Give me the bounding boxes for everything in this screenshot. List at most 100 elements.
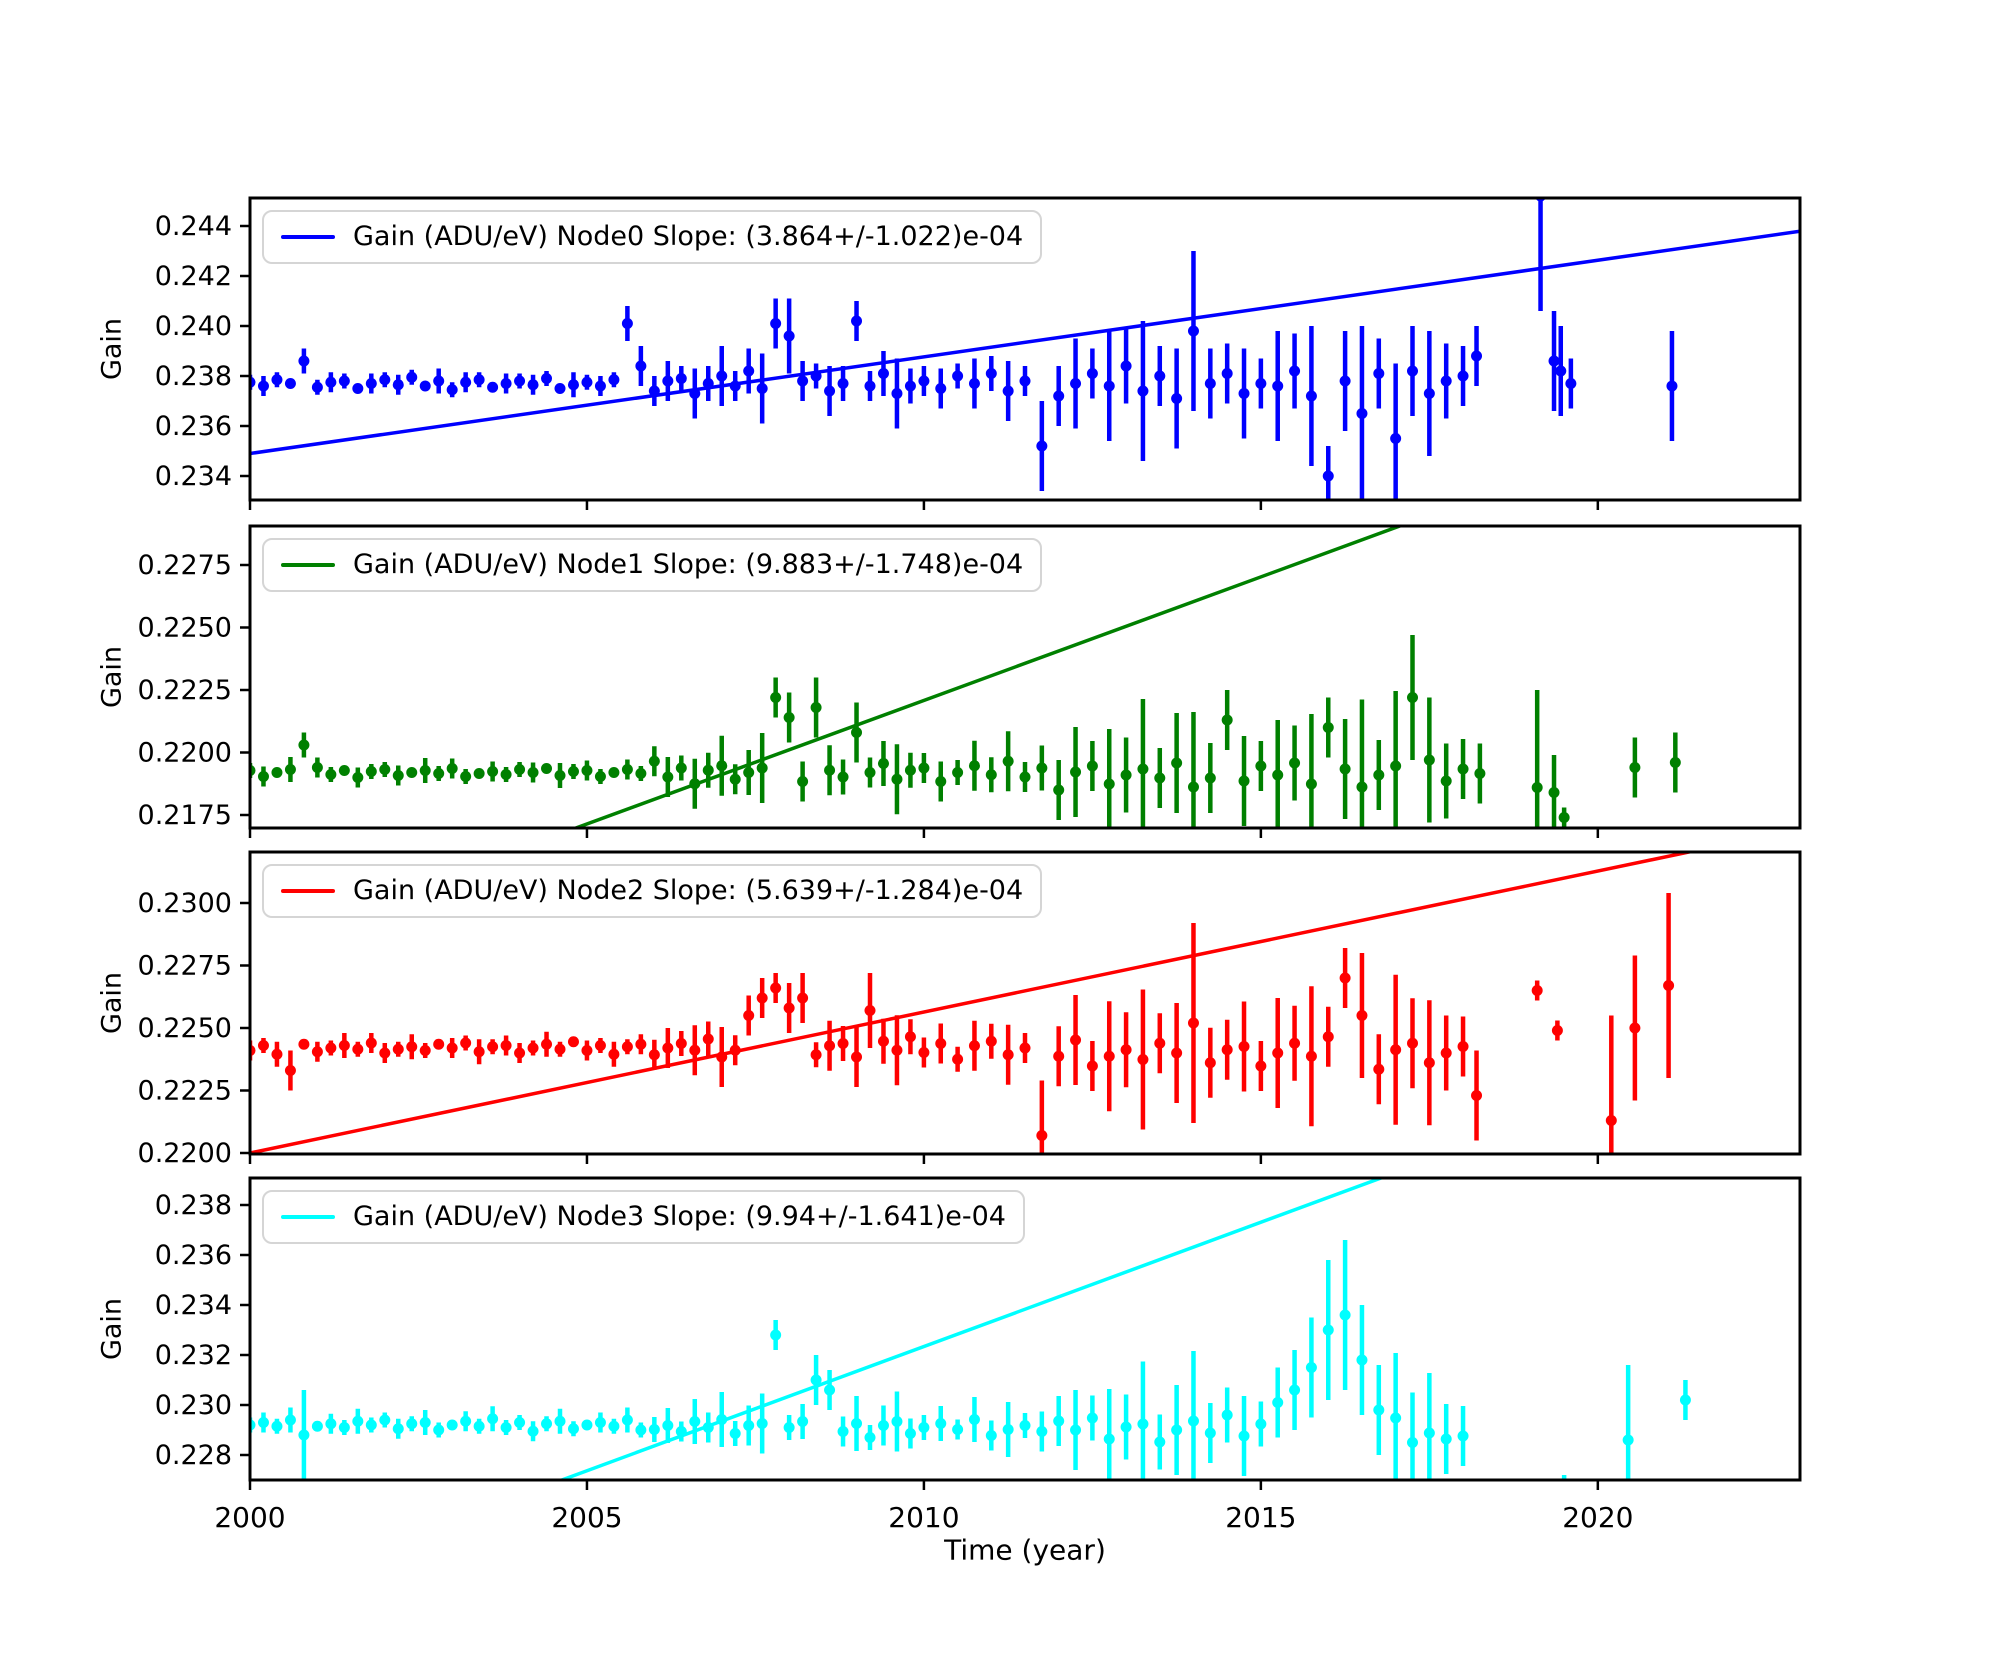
panel-border-node1 [248, 524, 1802, 830]
data-point [968, 760, 980, 772]
data-point [1679, 1394, 1691, 1406]
data-point [864, 1005, 876, 1016]
data-point [729, 773, 741, 785]
data-point [621, 318, 633, 329]
data-point [918, 1422, 930, 1433]
data-point [635, 360, 647, 372]
data-point [1551, 1025, 1563, 1036]
data-point [379, 1414, 391, 1426]
data-point [1036, 440, 1048, 452]
data-point [1531, 782, 1543, 793]
data-point [877, 1035, 889, 1047]
data-point [473, 374, 485, 386]
data-point [338, 765, 350, 776]
data-point [864, 1432, 876, 1443]
data-point [1289, 1384, 1301, 1396]
data-point [797, 1416, 809, 1427]
data-point [1204, 772, 1216, 784]
data-point [783, 712, 795, 723]
data-point [702, 1033, 714, 1045]
data-point [514, 1417, 526, 1428]
data-point [756, 992, 768, 1004]
data-point [1605, 1115, 1617, 1126]
x-axis-label: Time (year) [944, 1533, 1106, 1567]
data-point [1272, 1397, 1284, 1408]
data-point [1305, 390, 1317, 402]
y-tick-label: 0.228 [155, 1440, 232, 1471]
data-point [311, 1046, 323, 1058]
data-point [1339, 763, 1351, 775]
panel-data-node3 [250, 1178, 1691, 1480]
data-point [1440, 375, 1452, 387]
data-point [1154, 1037, 1166, 1049]
y-tick-label: 0.240 [155, 311, 232, 342]
data-point [1053, 390, 1065, 402]
data-point [783, 330, 795, 342]
y-tick-label: 0.232 [155, 1340, 232, 1371]
data-point [500, 769, 512, 780]
data-point [1002, 755, 1014, 767]
data-point [1086, 1060, 1098, 1072]
data-point [338, 1040, 350, 1051]
data-point [514, 1047, 526, 1059]
data-point [1305, 1362, 1317, 1373]
data-point [541, 1418, 553, 1430]
legend-label-node0: Gain (ADU/eV) Node0 Slope: (3.864+/-1.02… [353, 221, 1024, 252]
data-point [298, 739, 310, 751]
data-point [1255, 1418, 1267, 1430]
data-point [824, 1040, 836, 1052]
legend-line-icon [281, 562, 335, 567]
y-tick-label: 0.2200 [138, 1138, 232, 1169]
data-point [837, 378, 849, 389]
panel-border-node2 [248, 850, 1802, 1156]
data-point [1221, 1409, 1233, 1421]
data-point [824, 1384, 836, 1396]
data-point [406, 1041, 418, 1053]
data-point [877, 758, 889, 769]
data-point [271, 1420, 283, 1432]
data-point [311, 762, 323, 773]
data-point [365, 1037, 377, 1049]
data-point [1558, 812, 1570, 823]
data-point [406, 1418, 418, 1430]
x-tick-label: 2010 [888, 1501, 959, 1534]
data-point [365, 378, 377, 389]
y-axis-label-node1: Gain [96, 645, 128, 709]
data-point [635, 768, 647, 779]
y-tick-label: 0.2250 [138, 1013, 232, 1044]
data-point [783, 1422, 795, 1433]
data-point [419, 1045, 431, 1056]
legend-label-node3: Gain (ADU/eV) Node3 Slope: (9.94+/-1.641… [353, 1201, 1006, 1232]
data-point [460, 1037, 472, 1049]
data-point [756, 1418, 768, 1429]
legend-node1: Gain (ADU/eV) Node1 Slope: (9.883+/-1.74… [262, 538, 1043, 592]
data-point [648, 385, 660, 397]
data-point [985, 1035, 997, 1047]
data-point [729, 380, 741, 392]
data-point [968, 1414, 980, 1425]
data-point [1019, 375, 1031, 387]
data-point [904, 1428, 916, 1439]
data-point [433, 768, 445, 779]
data-point [527, 1425, 539, 1437]
data-point [675, 373, 687, 384]
data-point [1019, 1042, 1031, 1054]
fit-line-node1 [570, 526, 1405, 828]
data-point [392, 1423, 404, 1435]
data-point [1373, 1404, 1385, 1416]
data-point [473, 1046, 485, 1058]
data-point [352, 383, 364, 394]
data-point [1423, 1057, 1435, 1069]
data-point [904, 1031, 916, 1043]
data-point [648, 1424, 660, 1435]
data-point [1187, 325, 1199, 337]
data-point [770, 318, 782, 329]
data-point [702, 764, 714, 776]
data-point [365, 766, 377, 777]
data-point [1322, 722, 1334, 733]
data-point [257, 771, 269, 782]
panel-border-node0 [248, 196, 1802, 502]
data-point [1289, 1037, 1301, 1049]
y-axis-label-node3: Gain [96, 1297, 128, 1361]
